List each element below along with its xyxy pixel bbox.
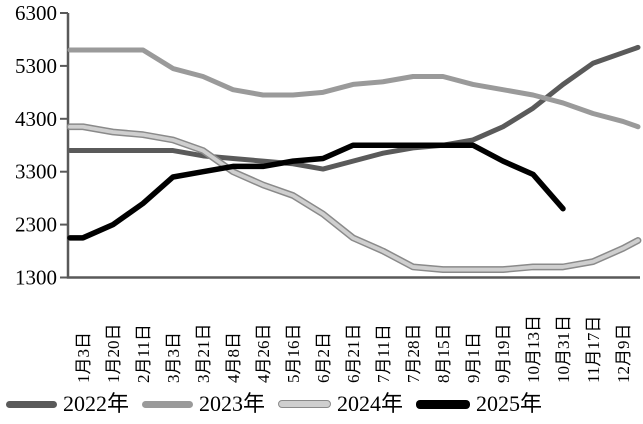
y-tick-label: 5300 <box>15 54 57 78</box>
legend-item-2022: 2022年 <box>6 393 129 415</box>
x-tick-label: 8月15日 <box>434 324 453 384</box>
chart-legend: 2022年 2023年 2024年 2025年 <box>6 388 643 420</box>
x-tick-label: 3月21日 <box>194 324 213 384</box>
legend-label-2023: 2023年 <box>199 391 266 416</box>
x-tick-label: 3月3日 <box>164 332 183 383</box>
legend-line-swatch-2022 <box>6 400 57 408</box>
x-tick-label: 7月28日 <box>404 324 423 384</box>
x-tick-label: 1月20日 <box>104 324 123 384</box>
series-line-2024年 <box>68 124 640 272</box>
legend-line-swatch-2024 <box>278 400 332 408</box>
series-line-2023年 <box>67 47 641 130</box>
x-tick-label: 11月17日 <box>584 316 603 383</box>
x-tick-label: 2月11日 <box>134 324 153 383</box>
y-tick-label: 6300 <box>15 1 57 25</box>
series-line-2025年 <box>67 142 566 241</box>
x-tick-label: 1月3日 <box>74 332 93 383</box>
legend-label-2022: 2022年 <box>63 391 130 416</box>
y-tick-label: 3300 <box>15 160 57 184</box>
x-tick-label: 7月11日 <box>374 324 393 383</box>
legend-item-2024: 2024年 <box>278 393 403 415</box>
y-tick-label: 4300 <box>15 107 57 131</box>
legend-line-swatch-2023 <box>142 400 194 408</box>
legend-item-2023: 2023年 <box>142 393 265 415</box>
x-tick-label: 10月31日 <box>554 315 573 383</box>
x-tick-label: 9月19日 <box>494 324 513 384</box>
legend-line-swatch-2025 <box>416 399 471 409</box>
legend-label-2025: 2025年 <box>476 391 543 416</box>
x-tick-label: 5月16日 <box>284 324 303 384</box>
x-tick-label: 4月26日 <box>254 324 273 384</box>
x-tick-label: 12月9日 <box>614 324 633 384</box>
x-tick-label: 10月13日 <box>524 315 543 383</box>
x-tick-label: 4月8日 <box>224 332 243 383</box>
y-tick-label: 1300 <box>15 266 57 290</box>
x-tick-label: 6月21日 <box>344 324 363 384</box>
series-line-2022年 <box>67 44 641 172</box>
x-tick-label: 6月2日 <box>314 332 333 383</box>
x-tick-label: 9月1日 <box>464 332 483 383</box>
line-chart-plot-area: 1300 2300 3300 4300 5300 6300 1月3日 1月20日 2月11日 3月… <box>15 1 642 384</box>
legend-label-2024: 2024年 <box>337 391 404 416</box>
y-tick-label: 2300 <box>15 213 57 237</box>
legend-item-2025: 2025年 <box>416 393 542 415</box>
